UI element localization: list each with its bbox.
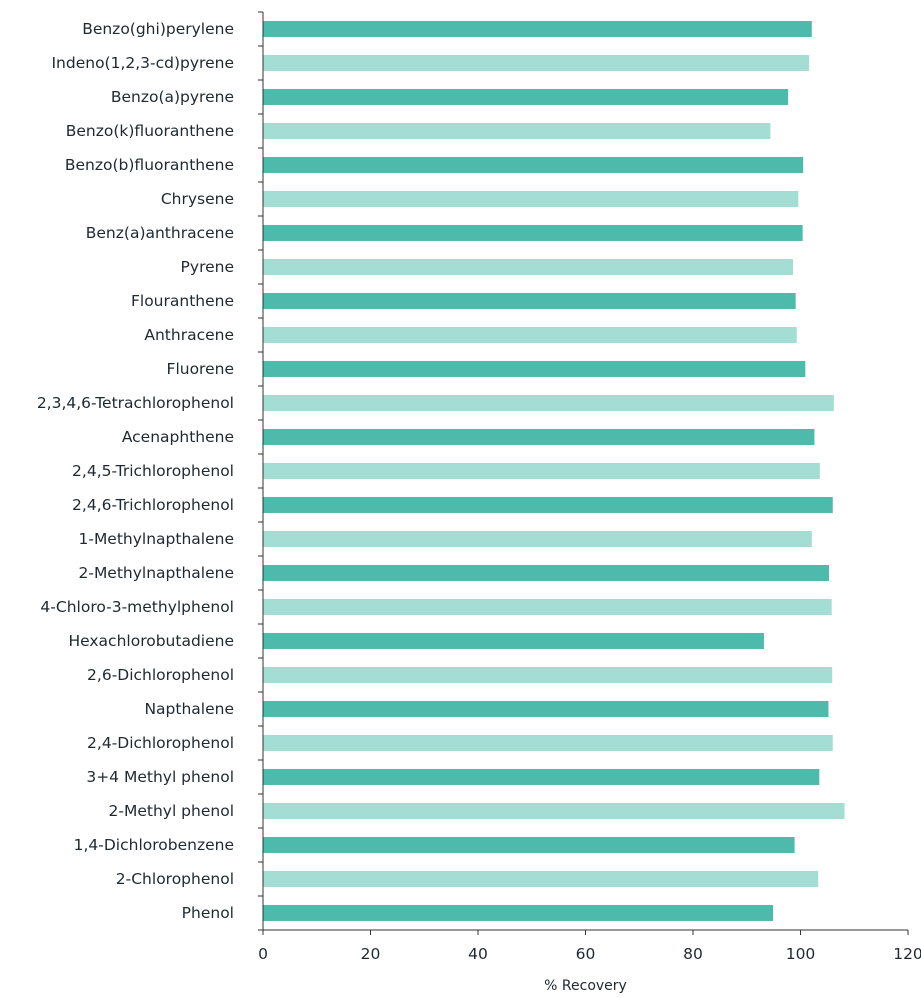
x-tick-label: 100 — [786, 945, 816, 963]
category-label: 2,4-Dichlorophenol — [87, 734, 234, 752]
x-tick-label: 40 — [468, 945, 488, 963]
bar — [263, 803, 845, 819]
bar — [263, 259, 793, 275]
bar — [263, 837, 795, 853]
bar — [263, 293, 796, 309]
bar — [263, 55, 810, 71]
category-label: Benzo(ghi)perylene — [82, 20, 234, 38]
category-label: 2,6-Dichlorophenol — [87, 666, 234, 684]
category-label: Chrysene — [161, 190, 234, 208]
x-tick-labels: 0 20 40 60 80 100 120 — [258, 945, 921, 963]
category-label: 2,3,4,6-Tetrachlorophenol — [37, 394, 234, 412]
y-axis-ticks — [258, 11, 263, 931]
category-label: 2-Chlorophenol — [116, 870, 234, 888]
bar — [263, 735, 833, 751]
bar — [263, 769, 820, 785]
category-label: Napthalene — [144, 700, 234, 718]
bar — [263, 395, 834, 411]
category-label: 2-Methylnapthalene — [78, 564, 234, 582]
x-tick-label: 120 — [893, 945, 921, 963]
category-label: 3+4 Methyl phenol — [86, 768, 234, 786]
bar — [263, 565, 829, 581]
x-axis-ticks — [262, 930, 909, 935]
category-label: Fluorene — [167, 360, 234, 378]
category-label: Acenaphthene — [122, 428, 234, 446]
x-tick-label: 20 — [361, 945, 381, 963]
bar — [263, 225, 803, 241]
bar — [263, 361, 806, 377]
category-label: 2,4,6-Trichlorophenol — [72, 496, 234, 514]
category-label: Benzo(k)fluoranthene — [66, 122, 234, 140]
category-label: Flouranthene — [131, 292, 234, 310]
category-label: Benzo(b)fluoranthene — [65, 156, 234, 174]
bar — [263, 157, 804, 173]
x-axis-title: % Recovery — [544, 978, 627, 994]
bar — [263, 327, 797, 343]
bar — [263, 123, 771, 139]
category-label: Benzo(a)pyrene — [111, 88, 234, 106]
category-label: Phenol — [182, 904, 234, 922]
category-label: 2,4,5-Trichlorophenol — [72, 462, 234, 480]
x-tick-label: 60 — [576, 945, 596, 963]
bar — [263, 633, 764, 649]
bar — [263, 871, 819, 887]
category-labels: Benzo(ghi)perylene Indeno(1,2,3-cd)pyrene… — [37, 20, 234, 922]
bar — [263, 905, 774, 921]
category-label: 2-Methyl phenol — [109, 802, 234, 820]
bar — [263, 667, 833, 683]
bar — [263, 191, 799, 207]
category-label: Indeno(1,2,3-cd)pyrene — [51, 54, 234, 72]
x-tick-label: 80 — [683, 945, 703, 963]
category-label: 4-Chloro-3-methylphenol — [40, 598, 234, 616]
category-label: Hexachlorobutadiene — [68, 632, 234, 650]
x-tick-label: 0 — [258, 945, 268, 963]
bar — [263, 701, 829, 717]
bar — [263, 21, 812, 37]
bar — [263, 89, 789, 105]
bar — [263, 429, 815, 445]
bar — [263, 599, 832, 615]
bar — [263, 531, 812, 547]
bar — [263, 463, 820, 479]
category-label: Benz(a)anthracene — [86, 224, 234, 242]
category-label: 1,4-Dichlorobenzene — [74, 836, 234, 854]
category-label: 1-Methylnapthalene — [78, 530, 234, 548]
category-label: Anthracene — [144, 326, 234, 344]
bar — [263, 497, 833, 513]
bars-group — [263, 21, 845, 921]
category-label: Pyrene — [181, 258, 234, 276]
